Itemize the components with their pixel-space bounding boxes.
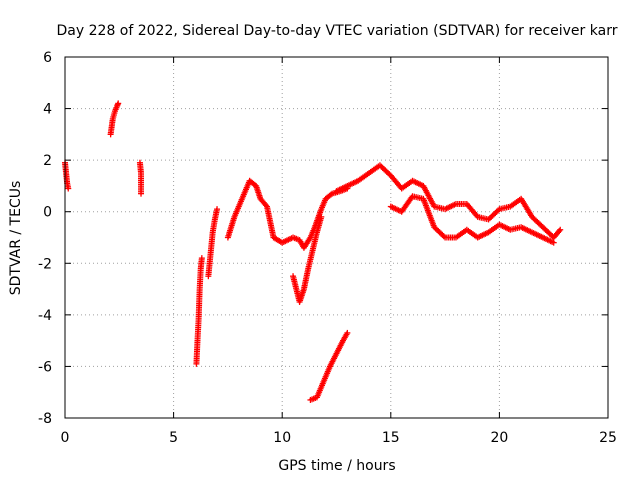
scatter-point — [198, 255, 205, 262]
x-tick-label: 10 — [273, 430, 291, 446]
y-axis-label: SDTVAR / TECUs — [8, 181, 24, 296]
y-tick-label: -4 — [38, 308, 52, 324]
scatter-point — [262, 202, 269, 209]
x-tick-label: 5 — [169, 430, 178, 446]
plot-frame — [64, 56, 609, 419]
scatter-point — [550, 239, 557, 246]
x-axis-label: GPS time / hours — [278, 458, 395, 474]
y-tick-label: -8 — [38, 411, 52, 427]
x-tick-label: 0 — [61, 430, 70, 446]
scatter-point — [214, 206, 221, 213]
y-tick-label: -2 — [38, 256, 52, 272]
y-tick-label: 6 — [43, 50, 52, 66]
grid — [65, 57, 608, 418]
scatter-point — [318, 213, 325, 220]
x-tick-label: 20 — [490, 430, 508, 446]
x-tick-label: 25 — [599, 430, 617, 446]
scatter-point — [344, 329, 351, 336]
scatter-point — [327, 191, 334, 198]
y-tick-label: 2 — [43, 153, 52, 169]
scatter-point — [556, 228, 563, 235]
y-tick-label: 4 — [43, 102, 52, 118]
scatter-points — [62, 100, 564, 403]
scatter-point — [65, 185, 72, 192]
scatter-point — [115, 100, 122, 107]
x-tick-label: 15 — [382, 430, 400, 446]
ticks: 0 5 10 15 20 25 -8 -6 -4 -2 0 2 4 6 — [38, 50, 617, 446]
y-tick-label: 0 — [43, 205, 52, 221]
y-tick-label: -6 — [38, 359, 52, 375]
scatter-point — [557, 226, 564, 233]
chart-title: Day 228 of 2022, Sidereal Day-to-day VTE… — [57, 23, 618, 39]
scatter-point — [138, 190, 145, 197]
